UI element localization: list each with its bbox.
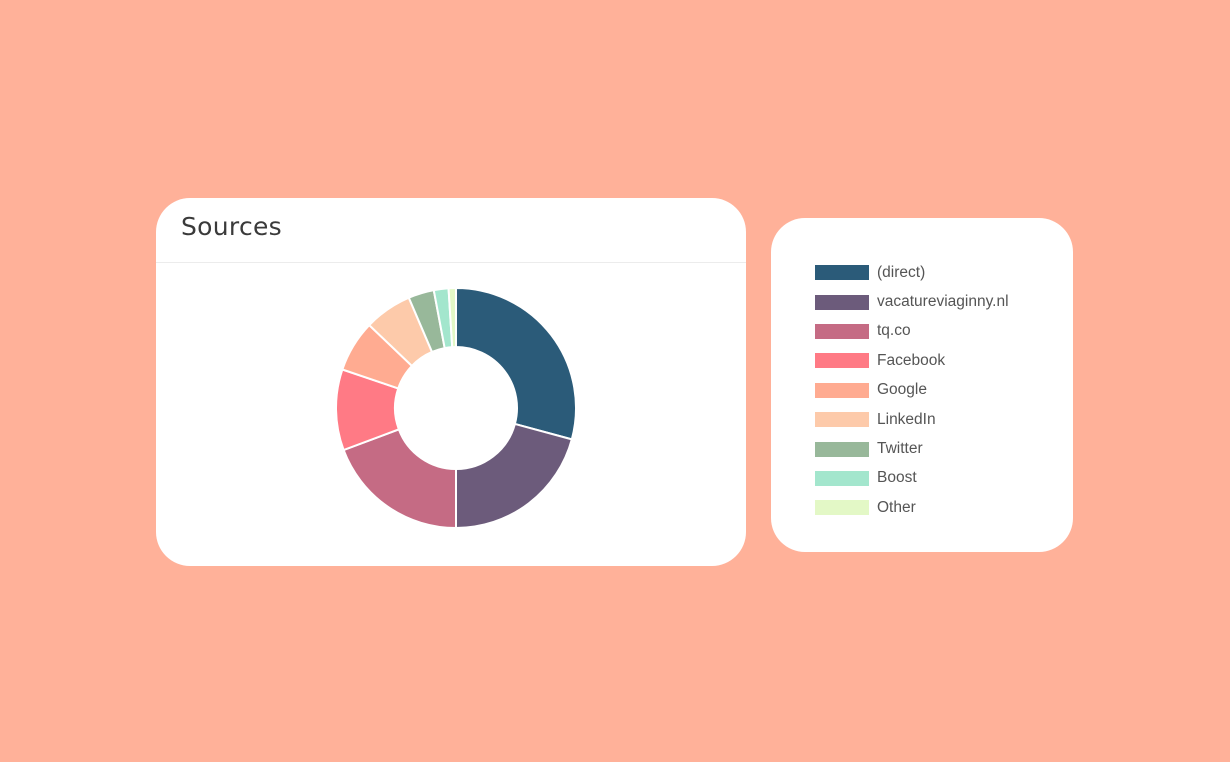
chart-area <box>156 263 746 566</box>
legend-label: Facebook <box>877 351 946 369</box>
legend-label: Twitter <box>877 440 923 458</box>
legend-swatch <box>815 382 869 398</box>
legend-item-other[interactable]: Other <box>815 493 1009 522</box>
legend-item-direct[interactable]: (direct) <box>815 258 1009 287</box>
legend-label: vacatureviaginny.nl <box>877 293 1009 311</box>
legend-item-boost[interactable]: Boost <box>815 464 1009 493</box>
legend-label: tq.co <box>877 322 911 340</box>
legend-swatch <box>815 323 869 339</box>
card-header: Sources <box>156 198 746 263</box>
legend-label: Boost <box>877 469 917 487</box>
legend-swatch <box>815 470 869 486</box>
legend-label: Google <box>877 381 927 399</box>
legend-swatch <box>815 412 869 428</box>
donut-chart <box>335 286 577 530</box>
legend-swatch <box>815 500 869 516</box>
legend-item-facebook[interactable]: Facebook <box>815 346 1009 375</box>
legend-item-vacatureviaginny[interactable]: vacatureviaginny.nl <box>815 287 1009 316</box>
legend-label: (direct) <box>877 263 926 281</box>
legend-swatch <box>815 265 869 281</box>
sources-chart-card: Sources <box>156 198 746 566</box>
legend: (direct) vacatureviaginny.nl tq.co Faceb… <box>815 258 1009 523</box>
legend-item-google[interactable]: Google <box>815 376 1009 405</box>
legend-swatch <box>815 441 869 457</box>
donut-slice-other[interactable] <box>447 286 457 349</box>
legend-item-linkedin[interactable]: LinkedIn <box>815 405 1009 434</box>
legend-item-twitter[interactable]: Twitter <box>815 434 1009 463</box>
legend-card: (direct) vacatureviaginny.nl tq.co Faceb… <box>771 218 1073 552</box>
donut-slice-vacatureviaginny-nl[interactable] <box>455 422 574 530</box>
legend-label: LinkedIn <box>877 410 936 428</box>
legend-swatch <box>815 353 869 369</box>
legend-swatch <box>815 294 869 310</box>
chart-title: Sources <box>181 212 282 241</box>
donut-slice-direct[interactable] <box>455 286 577 441</box>
legend-label: Other <box>877 498 916 516</box>
legend-item-tq-co[interactable]: tq.co <box>815 317 1009 346</box>
